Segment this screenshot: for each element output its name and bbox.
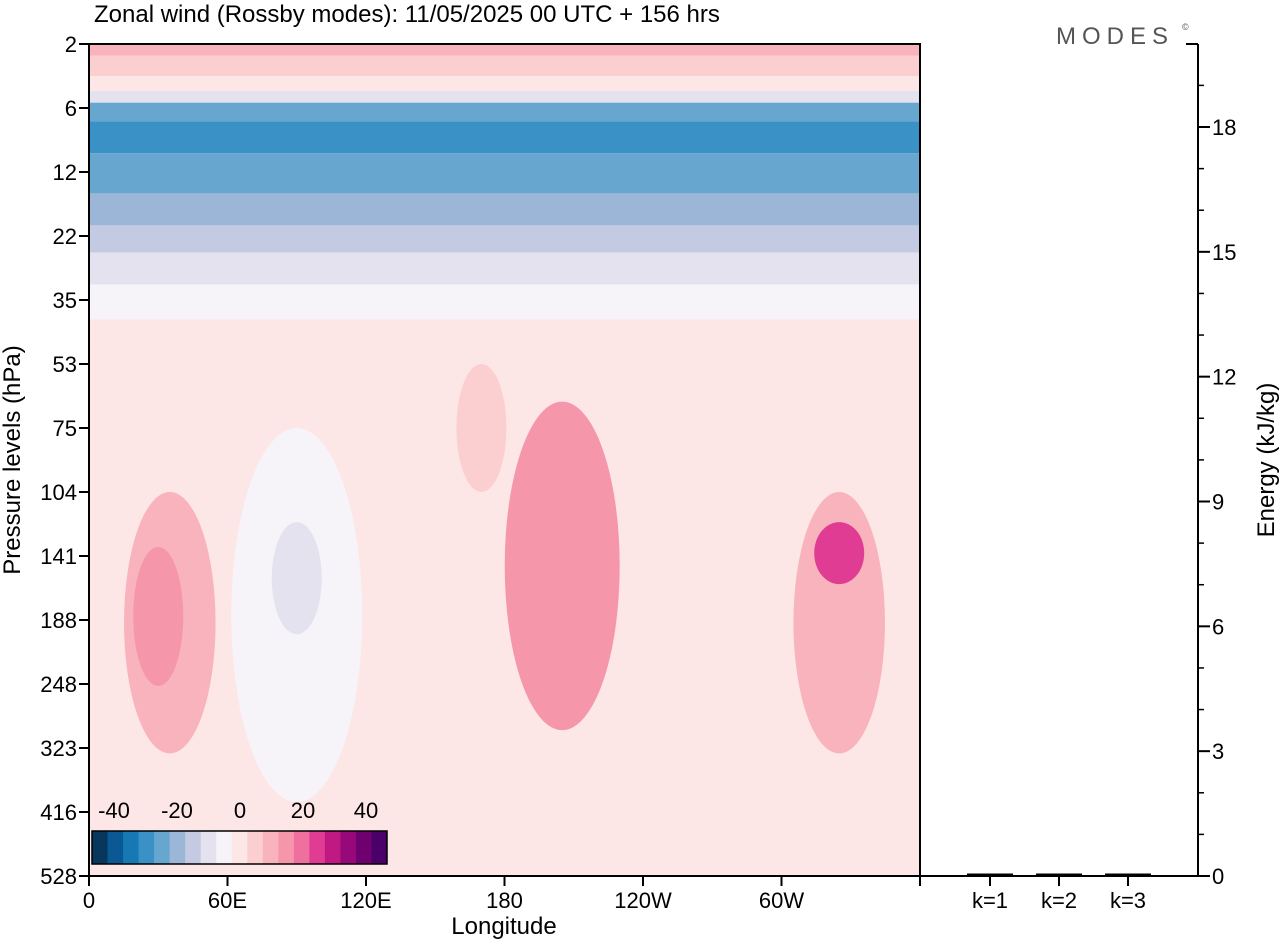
colorbar-swatch: [200, 831, 217, 864]
wind-feature: [814, 522, 865, 585]
colorbar-tick-label: -20: [161, 798, 193, 823]
modes-logo: MODES: [1056, 23, 1174, 50]
x-axis-label: Longitude: [451, 913, 556, 940]
y-tick-label: 22: [53, 224, 77, 249]
wind-feature: [504, 401, 620, 731]
y-tick-label: 528: [40, 864, 77, 889]
energy-panel: 0 3 6 9 12 15 18 k=1 k=2 k=3: [920, 43, 1236, 913]
energy-tick-label: 3: [1212, 739, 1224, 764]
wind-feature: [271, 522, 322, 635]
colorbar-swatch: [138, 831, 155, 864]
energy-tick-label: 15: [1212, 240, 1236, 265]
x-tick-label: 0: [83, 888, 95, 913]
wind-band: [89, 44, 920, 56]
energy-bar: [1036, 873, 1082, 875]
energy-bar: [967, 873, 1013, 875]
x-tick-label: 120W: [614, 888, 672, 913]
colorbar-swatch: [216, 831, 233, 864]
colorbar-swatch: [340, 831, 357, 864]
y-tick-label: 75: [53, 416, 77, 441]
y-tick-label: 6: [65, 96, 77, 121]
wind-feature: [456, 364, 507, 492]
colorbar-swatch: [371, 831, 388, 864]
wind-band: [89, 225, 920, 253]
y-tick-label: 12: [53, 160, 77, 185]
y-tick-label: 416: [40, 800, 77, 825]
colorbar-tick-label: 40: [354, 798, 378, 823]
colorbar-swatch: [123, 831, 140, 864]
wind-band: [89, 153, 920, 194]
colorbar-swatch: [355, 831, 372, 864]
energy-tick-label: 18: [1212, 115, 1236, 140]
wind-band: [89, 90, 920, 103]
energy-category-label: k=1: [972, 888, 1008, 913]
colorbar-swatch: [107, 831, 124, 864]
colorbar-swatch: [185, 831, 202, 864]
energy-tick-label: 12: [1212, 365, 1236, 390]
colorbar-tick-label: -40: [98, 798, 130, 823]
x-tick-label: 180: [486, 888, 523, 913]
wind-band: [89, 319, 920, 352]
colorbar-swatch: [247, 831, 264, 864]
energy-bar: [1105, 873, 1151, 875]
colorbar-tick-label: 20: [291, 798, 315, 823]
wind-band: [89, 428, 920, 684]
energy-category-label: k=3: [1110, 888, 1146, 913]
colorbar: -40 -20 0 20 40: [91, 798, 388, 865]
y-tick-label: 53: [53, 352, 77, 377]
wind-band: [89, 102, 920, 122]
colorbar-swatch: [231, 831, 248, 864]
chart-title: Zonal wind (Rossby modes): 11/05/2025 00…: [94, 1, 720, 28]
colorbar-tick-label: 0: [234, 798, 246, 823]
wind-bands: [89, 44, 920, 876]
energy-category-label: k=2: [1041, 888, 1077, 913]
y-tick-label: 104: [40, 480, 77, 505]
y-tick-label: 141: [40, 544, 77, 569]
y-tick-label: 2: [65, 32, 77, 57]
x-tick-label: 60E: [208, 888, 247, 913]
pressure-axis: 2 6 12 22 35 53 75 104 141 188 248 323 416 528: [40, 32, 89, 889]
modes-logo-mark: ©: [1182, 22, 1189, 32]
x-tick-label: 60W: [759, 888, 804, 913]
colorbar-swatch: [293, 831, 310, 864]
colorbar-swatch: [92, 831, 109, 864]
wind-band: [89, 76, 920, 91]
longitude-axis: 0 60E 120E 180 120W 60W: [83, 876, 921, 913]
energy-axis-label: Energy (kJ/kg): [1253, 383, 1280, 538]
y-tick-label: 323: [40, 736, 77, 761]
energy-tick-label: 0: [1212, 864, 1224, 889]
zonal-wind-contour-plot: [89, 44, 920, 876]
y-axis-label: Pressure levels (hPa): [0, 345, 26, 574]
colorbar-swatch: [262, 831, 279, 864]
wind-band: [89, 252, 920, 285]
colorbar-swatch: [154, 831, 171, 864]
wind-feature: [133, 546, 184, 686]
y-tick-label: 35: [53, 288, 77, 313]
colorbar-swatch: [324, 831, 341, 864]
wind-band: [89, 193, 920, 226]
wind-band: [89, 121, 920, 154]
y-tick-label: 248: [40, 672, 77, 697]
wind-band: [89, 55, 920, 76]
energy-tick-label: 6: [1212, 614, 1224, 639]
colorbar-swatch: [169, 831, 186, 864]
wind-features: [124, 364, 885, 803]
y-tick-label: 188: [40, 608, 77, 633]
x-tick-label: 120E: [340, 888, 391, 913]
energy-tick-label: 9: [1212, 490, 1224, 515]
wind-band: [89, 284, 920, 320]
colorbar-swatch: [309, 831, 326, 864]
colorbar-swatch: [278, 831, 295, 864]
